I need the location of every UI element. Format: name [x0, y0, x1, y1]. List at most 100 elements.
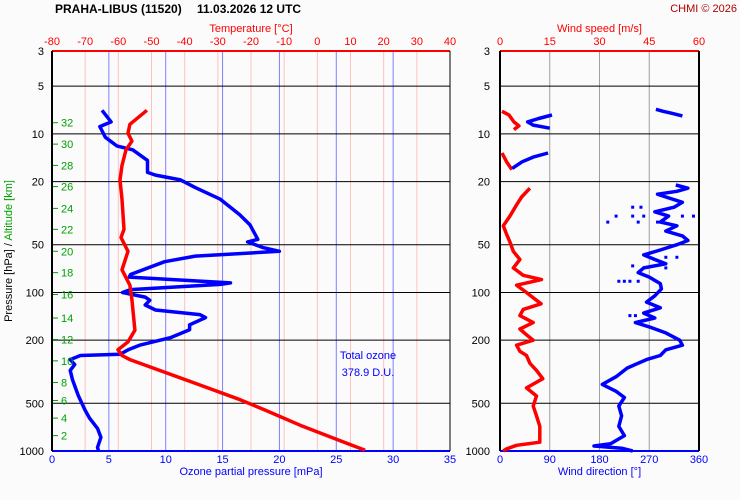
altitude-tick-label: 28 — [61, 160, 73, 172]
wind-direction-dot — [633, 314, 637, 318]
datetime-title: 11.03.2026 12 UTC — [197, 2, 301, 16]
altitude-tick-label: 12 — [61, 334, 73, 346]
top-axis-title: Wind speed [m/s] — [557, 23, 642, 35]
top-tick-label: -40 — [177, 36, 193, 48]
copyright: CHMI © 2026 — [670, 3, 737, 15]
altitude-tick-label: 30 — [61, 139, 73, 151]
pressure-tick-label: 3 — [484, 46, 490, 58]
top-tick-label: 30 — [593, 36, 605, 48]
wind-direction-dot — [658, 261, 662, 265]
top-tick-label: 30 — [411, 36, 423, 48]
bottom-tick-label: 20 — [273, 454, 285, 466]
wind-direction-dot — [606, 220, 610, 224]
bottom-tick-label: 180 — [590, 454, 608, 466]
altitude-tick-label: 6 — [61, 395, 67, 407]
wind-direction-dot — [628, 279, 632, 283]
pressure-tick-label: 200 — [472, 335, 490, 347]
total-ozone-label: Total ozone — [340, 350, 396, 362]
bottom-tick-label: 25 — [330, 454, 342, 466]
bottom-tick-label: 0 — [49, 454, 55, 466]
pressure-tick-label: 5 — [484, 81, 490, 93]
series-wind-speed — [501, 186, 545, 453]
wind-direction-dot — [656, 220, 660, 224]
top-tick-label: -50 — [144, 36, 160, 48]
series-wind-speed — [500, 152, 514, 171]
altitude-tick-label: 2 — [61, 431, 67, 443]
top-tick-label: 60 — [693, 36, 705, 48]
pressure-tick-label: 5 — [38, 81, 44, 93]
wind-direction-dot — [664, 255, 668, 259]
wind-direction-dot — [614, 214, 618, 218]
panel-1 — [499, 50, 700, 453]
altitude-tick-label: 26 — [61, 182, 73, 194]
altitude-tick-label: 10 — [61, 356, 73, 368]
top-tick-label: -60 — [110, 36, 126, 48]
altitude-tick-label: 18 — [61, 268, 73, 280]
wind-direction-dot — [636, 220, 640, 224]
altitude-label: Altitude [km] — [3, 180, 15, 241]
pressure-tick-label: 1000 — [20, 446, 44, 458]
bottom-axis-title: Wind direction [°] — [558, 466, 641, 478]
top-tick-label: -30 — [210, 36, 226, 48]
bottom-tick-label: 90 — [544, 454, 556, 466]
pressure-tick-label: 20 — [32, 177, 44, 189]
altitude-tick-label: 32 — [61, 118, 73, 130]
axis-separator: / — [3, 241, 15, 250]
pressure-tick-label: 50 — [32, 240, 44, 252]
top-tick-label: 0 — [314, 36, 320, 48]
top-tick-label: 10 — [344, 36, 356, 48]
bottom-tick-label: 15 — [216, 454, 228, 466]
pressure-tick-label: 1000 — [466, 446, 490, 458]
wind-direction-dot — [631, 214, 635, 218]
wind-direction-dot — [664, 266, 668, 270]
pressure-axis-label: Pressure [hPa] / Altitude [km] — [3, 180, 15, 322]
top-tick-label: -70 — [77, 36, 93, 48]
altitude-tick-label: 16 — [61, 289, 73, 301]
altitude-tick-label: 20 — [61, 246, 73, 258]
top-tick-label: -80 — [44, 36, 60, 48]
altitude-tick-label: 14 — [61, 313, 73, 325]
altitude-tick-label: 24 — [61, 203, 73, 215]
series-temperature — [116, 108, 366, 452]
wind-direction-dot — [636, 279, 640, 283]
wind-direction-dot — [642, 214, 646, 218]
altitude-tick-label: 22 — [61, 224, 73, 236]
series-wind-direction — [511, 151, 549, 170]
wind-direction-dot — [680, 214, 684, 218]
wind-direction-dot — [628, 314, 632, 318]
bottom-tick-label: 35 — [444, 454, 456, 466]
series-wind-speed — [501, 109, 521, 132]
pressure-tick-label: 20 — [478, 177, 490, 189]
top-tick-label: 15 — [544, 36, 556, 48]
pressure-tick-label: 10 — [478, 129, 490, 141]
pressure-tick-label: 200 — [26, 335, 44, 347]
bottom-tick-label: 10 — [160, 454, 172, 466]
wind-direction-dot — [622, 279, 626, 283]
pressure-tick-label: 10 — [32, 129, 44, 141]
wind-direction-dot — [639, 205, 643, 209]
wind-direction-dot — [617, 279, 621, 283]
wind-direction-dot — [691, 214, 695, 218]
altitude-tick-label: 4 — [61, 413, 67, 425]
altitude-tick-label: 8 — [61, 378, 67, 390]
wind-direction-dot — [631, 264, 635, 268]
pressure-tick-label: 500 — [472, 398, 490, 410]
series-wind-direction — [655, 107, 683, 118]
pressure-tick-label: 3 — [38, 46, 44, 58]
top-tick-label: -10 — [276, 36, 292, 48]
bottom-tick-label: 0 — [497, 454, 503, 466]
pressure-tick-label: 100 — [472, 287, 490, 299]
top-axis-title: Temperature [°C] — [209, 23, 292, 35]
wind-direction-dot — [631, 205, 635, 209]
top-tick-label: 0 — [497, 36, 503, 48]
pressure-tick-label: 500 — [26, 398, 44, 410]
wind-direction-dot — [675, 255, 679, 259]
pressure-label: Pressure [hPa] — [3, 249, 15, 322]
bottom-tick-label: 360 — [690, 454, 708, 466]
pressure-tick-label: 50 — [478, 240, 490, 252]
bottom-axis-title: Ozone partial pressure [mPa] — [179, 466, 322, 478]
bottom-tick-label: 5 — [106, 454, 112, 466]
y-axis-title: Pressure [hPa] / Altitude [km] — [3, 180, 15, 322]
bottom-tick-label: 270 — [640, 454, 658, 466]
